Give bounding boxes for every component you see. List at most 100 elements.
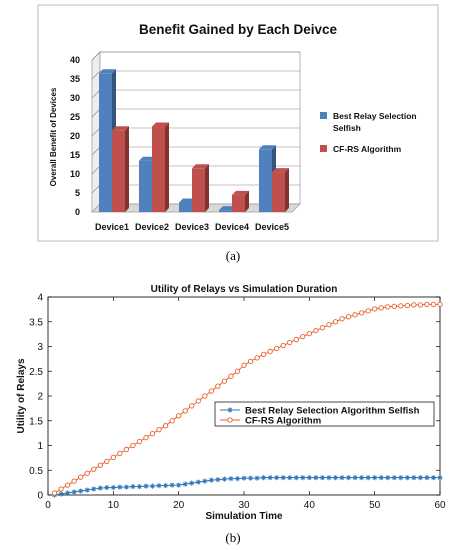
data-point [91,486,97,492]
data-point [123,484,129,490]
data-point [149,430,156,437]
data-point [398,303,404,309]
data-point [332,319,339,325]
data-point [247,475,254,481]
data-point [228,476,234,482]
x-tick-label: 60 [434,500,446,511]
x-tick-label: Device5 [255,222,289,232]
y-tick-label: 0 [37,491,43,502]
data-point [372,306,378,312]
data-point [267,348,273,355]
data-point [117,450,123,457]
data-point [326,475,332,481]
data-point [169,482,175,488]
bar-chart-title: Benefit Gained by Each Deivce [139,22,338,37]
data-point [385,475,391,481]
x-tick-label: 30 [238,500,250,511]
data-point [228,373,234,379]
data-point [71,489,77,495]
data-point [398,475,404,481]
legend-label: CF-RS Algorithm [333,144,402,154]
data-point [280,342,286,349]
data-point [182,408,188,414]
data-point [293,475,299,481]
y-tick-label: 40 [70,55,80,65]
data-point [143,434,149,441]
data-point [162,423,169,429]
data-point [267,475,273,481]
data-point [149,483,156,489]
bar-front [232,194,245,212]
data-point [345,475,352,481]
bar [112,126,129,212]
data-point [202,478,208,484]
data-point [182,481,188,487]
bar-top [219,206,236,211]
data-point [215,383,221,389]
bar-side [125,126,129,212]
bar-front [192,168,205,212]
line-series [51,301,443,498]
data-point [417,302,424,308]
data-point [97,485,103,491]
data-point [195,479,201,485]
data-point [143,483,149,489]
data-point [64,482,71,488]
data-point [156,482,162,489]
data-point [359,475,365,481]
data-point [430,475,437,481]
x-tick-label: 20 [173,500,185,511]
bar-top [192,164,209,169]
data-point [391,475,397,481]
data-point [110,484,116,491]
data-point [202,393,208,399]
data-point [293,336,299,343]
data-point [215,477,221,483]
data-point [300,333,306,340]
legend-marker [227,407,233,413]
data-point [378,305,384,311]
gridline [91,89,101,99]
data-point [385,304,391,310]
data-point [313,328,319,334]
data-point [365,475,371,481]
y-tick-label: 30 [70,93,80,103]
legend-b: Best Relay Selection Algorithm SelfishCF… [214,401,435,427]
bar-front [259,149,272,212]
legend-swatch [320,145,327,152]
data-point [358,310,365,316]
data-point [437,475,443,481]
data-point [404,302,410,309]
bar-front [272,172,285,212]
data-point [104,458,110,464]
data-point [424,301,430,308]
data-point [352,312,358,318]
legend: Best Relay Selection Selfish CF-RS Algorit… [320,111,417,154]
y-axis-label-b: Utility of Relays [16,358,27,433]
legend-box [214,401,435,427]
data-point [78,474,84,480]
bar-front [179,202,192,212]
data-point [372,475,378,481]
data-point [391,303,397,310]
legend-label-line: Selfish [333,123,361,133]
bar [192,164,209,212]
x-tick-label: Device2 [135,222,169,232]
caption-a: (a) [226,248,240,263]
data-point [136,438,143,445]
data-point [306,330,312,337]
data-point [287,339,293,346]
x-tick-label: 40 [304,500,316,511]
plot-area [47,296,441,496]
legend-label: Best Relay Selection Selfish [333,111,417,133]
data-point [71,478,77,484]
data-point [404,475,410,481]
line-chart-panel: Utility of Relays vs Simulation Duration… [16,284,446,545]
y-tick-label: 0.5 [29,466,43,477]
bar-front [219,210,232,212]
data-point [241,362,247,368]
data-point [430,301,437,308]
x-tick-label: 0 [45,500,51,511]
caption-b: (b) [225,530,240,545]
data-point [189,480,195,486]
